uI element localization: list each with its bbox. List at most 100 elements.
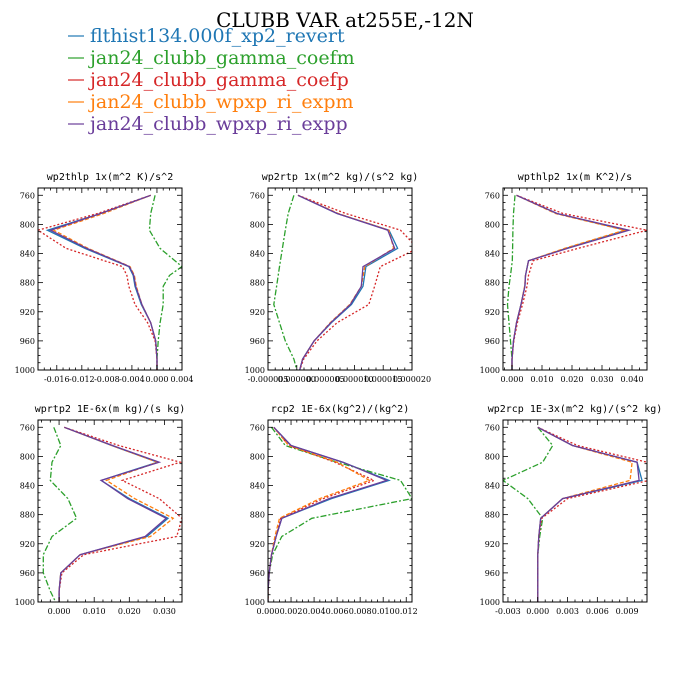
series-line <box>42 427 78 602</box>
x-tick-label: 0.008 <box>349 607 372 616</box>
series-line <box>537 426 640 602</box>
series-line <box>537 426 643 602</box>
x-tick-label: -0.000005 <box>248 375 289 384</box>
y-tick-label: 840 <box>20 250 35 259</box>
y-tick-label: 880 <box>20 279 35 288</box>
legend-item: jan24_clubb_gamma_coefp <box>68 69 349 91</box>
chart-grid: wp2thlp 1x(m^2 K)/s^2 760 800 840 880 920 960 1… <box>15 172 663 616</box>
series-line <box>268 426 389 602</box>
x-tick-label: -0.012 <box>69 375 95 384</box>
y-tick-label: 840 <box>250 482 265 491</box>
y-tick-label: 800 <box>250 220 265 229</box>
y-tick-label: 760 <box>485 191 500 200</box>
plot-frame <box>267 419 413 603</box>
x-tick-label: 0.010 <box>83 607 106 616</box>
y-tick-label: 840 <box>20 482 35 491</box>
series-line <box>506 195 516 370</box>
x-tick-label: 0.002 <box>280 607 303 616</box>
y-tick-label: 800 <box>20 220 35 229</box>
series-line <box>273 195 298 370</box>
x-tick-label: 0.010 <box>531 375 554 384</box>
y-tick-label: 760 <box>250 191 265 200</box>
y-tick-label: 960 <box>20 569 35 578</box>
y-tick-label: 760 <box>20 423 35 432</box>
y-tick-label: 960 <box>485 569 500 578</box>
y-tick-label: 1000 <box>480 598 500 607</box>
x-tick-label: 0.030 <box>591 375 614 384</box>
legend-label: jan24_clubb_gamma_coefm <box>88 47 355 69</box>
x-tick-label: 0.010 <box>372 607 395 616</box>
x-tick-label: 0.003 <box>556 607 579 616</box>
series-line <box>58 426 182 602</box>
legend-label: jan24_clubb_wpxp_ri_expm <box>88 91 354 113</box>
x-tick-label: 0.004 <box>171 375 194 384</box>
series-line <box>511 194 647 370</box>
panel-title: wpthlp2 1x(m K^2)/s <box>518 172 632 183</box>
y-tick-label: 1000 <box>245 598 265 607</box>
y-tick-label: 840 <box>250 250 265 259</box>
panel-title: rcp2 1E-6x(kg^2)/(kg^2) <box>271 404 409 415</box>
x-tick-label: 0.040 <box>621 375 644 384</box>
series-line <box>58 426 175 602</box>
y-tick-label: 800 <box>20 452 35 461</box>
x-tick-label: 0.000005 <box>307 375 345 384</box>
x-tick-label: 0.020 <box>561 375 584 384</box>
x-tick-label: 0.000010 <box>335 375 373 384</box>
chart-panel: wprtp2 1E-6x(m kg)/(s kg)760 800 840 880 920… <box>15 404 186 616</box>
x-tick-label: 0.000 <box>146 375 169 384</box>
chart-panel: wp2thlp 1x(m^2 K)/s^2 760 800 840 880 920 960 1… <box>15 172 194 384</box>
series-line <box>48 194 158 370</box>
x-tick-label: 0.009 <box>616 607 639 616</box>
panel-title: wp2thlp 1x(m^2 K)/s^2 <box>47 172 173 183</box>
x-tick-label: 0.000 <box>526 607 549 616</box>
y-tick-label: 1000 <box>15 366 35 375</box>
legend-label: jan24_clubb_gamma_coefp <box>88 69 349 91</box>
y-tick-label: 880 <box>20 511 35 520</box>
y-tick-label: 920 <box>485 308 500 317</box>
y-tick-label: 800 <box>485 452 500 461</box>
y-tick-label: 960 <box>250 569 265 578</box>
y-tick-label: 840 <box>485 482 500 491</box>
x-tick-label: 0.000 <box>48 607 71 616</box>
y-tick-label: 920 <box>485 540 500 549</box>
x-tick-label: 0.012 <box>395 607 418 616</box>
legend-item: flthist134.000f_xp2_revert <box>68 25 345 47</box>
series-line <box>268 426 371 602</box>
chart-panel: wpthlp2 1x(m K^2)/s 760 800 840 880 920 960 100… <box>480 172 648 384</box>
y-tick-label: 760 <box>250 423 265 432</box>
y-tick-label: 920 <box>250 540 265 549</box>
panel-title: wp2rcp 1E-3x(m^2 kg)/(s^2 kg) <box>488 404 663 415</box>
y-tick-label: 880 <box>250 279 265 288</box>
series-line <box>537 426 633 602</box>
y-tick-label: 800 <box>485 220 500 229</box>
x-tick-label: 0.000020 <box>393 375 431 384</box>
y-tick-label: 1000 <box>245 366 265 375</box>
y-tick-label: 880 <box>485 279 500 288</box>
series-line <box>511 194 629 370</box>
panel-title: wp2rtp 1x(m^2 kg)/(s^2 kg) <box>262 172 419 183</box>
series-line <box>38 194 158 370</box>
series-line <box>511 194 627 370</box>
series-line <box>537 426 647 602</box>
y-tick-label: 880 <box>485 511 500 520</box>
plot-frame <box>502 187 648 371</box>
x-tick-label: 0.000 <box>257 607 280 616</box>
plot-frame <box>37 187 183 371</box>
y-tick-label: 960 <box>485 337 500 346</box>
series-line <box>148 195 182 370</box>
y-tick-label: 1000 <box>480 366 500 375</box>
chart-panel: wp2rcp 1E-3x(m^2 kg)/(s^2 kg) 760 800 840 88… <box>480 404 663 616</box>
plot-frame <box>267 187 413 371</box>
chart-panel: rcp2 1E-6x(kg^2)/(kg^2) 760 800 840 880 920 96… <box>245 404 418 616</box>
y-tick-label: 920 <box>250 308 265 317</box>
x-tick-label: 0.000 <box>501 375 524 384</box>
x-tick-label: 0.000000 <box>278 375 316 384</box>
x-tick-label: 0.020 <box>118 607 141 616</box>
legend: flthist134.000f_xp2_revertjan24_clubb_ga… <box>68 25 355 135</box>
series-line <box>58 426 168 602</box>
plot-frame <box>502 419 648 603</box>
y-tick-label: 960 <box>20 337 35 346</box>
y-tick-label: 880 <box>250 511 265 520</box>
legend-label: jan24_clubb_wpxp_ri_expp <box>88 113 348 135</box>
